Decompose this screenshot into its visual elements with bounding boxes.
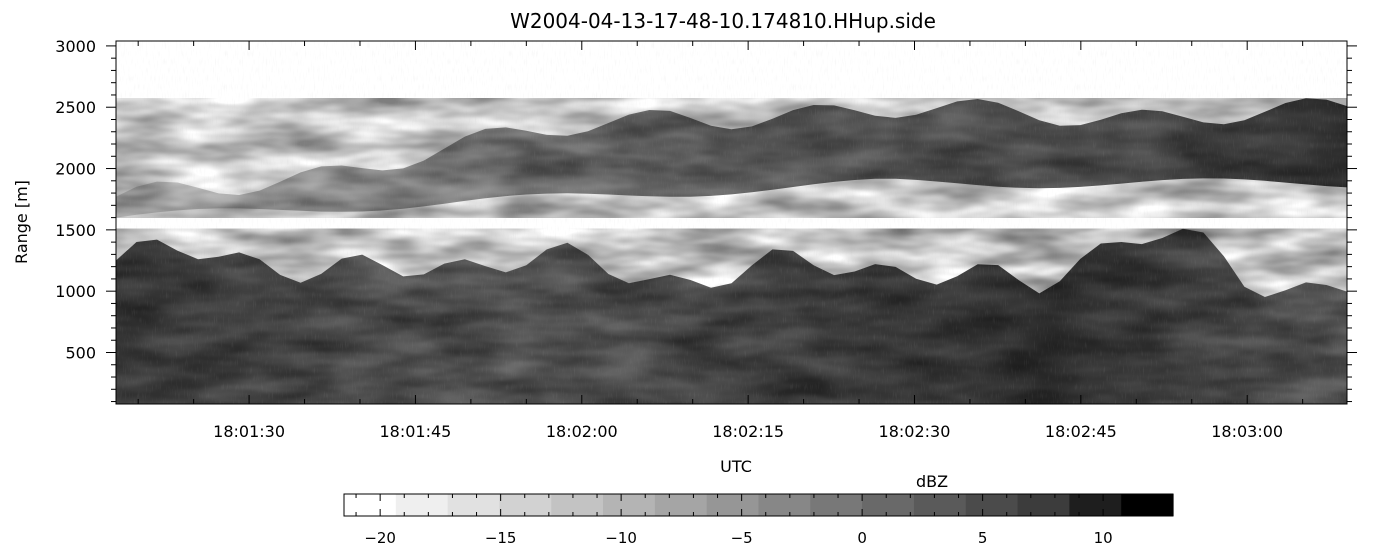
colorbar-bin xyxy=(395,494,449,516)
colorbar-bin xyxy=(603,494,656,516)
colorbar-tick-label: −20 xyxy=(364,529,396,547)
x-tick-label: 18:01:30 xyxy=(213,422,285,441)
colorbar-bin xyxy=(447,494,501,516)
colorbar: −20 −15 −10 −5 0 5 10 xyxy=(343,493,1174,547)
colorbar-bin xyxy=(965,494,1019,516)
x-axis-label: UTC xyxy=(720,457,752,476)
y-tick-label: 1500 xyxy=(55,221,96,240)
colorbar-bin xyxy=(913,494,967,516)
colorbar-bin xyxy=(654,494,708,516)
colorbar-frame xyxy=(343,493,1174,517)
y-tick-label: 2500 xyxy=(55,98,96,117)
plot-area: 18:01:30 18:01:45 18:02:00 18:02:15 18:02:30… xyxy=(55,37,1357,441)
noise-speckle xyxy=(116,41,1347,404)
colorbar-tick-label: 5 xyxy=(978,529,988,547)
y-tick-label: 1000 xyxy=(55,282,96,301)
colorbar-bin xyxy=(499,494,552,516)
x-axis-ticks: 18:01:30 18:01:45 18:02:00 18:02:15 18:02:30… xyxy=(137,41,1304,441)
colorbar-title: dBZ xyxy=(916,472,948,491)
x-tick-label: 18:03:00 xyxy=(1211,422,1283,441)
colorbar-tick-label: 0 xyxy=(857,529,867,547)
colorbar-bin xyxy=(1121,494,1174,516)
colorbar-tick-label: −5 xyxy=(731,529,753,547)
colorbar-bin xyxy=(344,494,397,516)
y-tick-label: 3000 xyxy=(55,37,96,56)
y-axis-label: Range [m] xyxy=(12,180,31,264)
y-tick-label: 2000 xyxy=(55,160,96,179)
colorbar-bin xyxy=(810,494,863,516)
x-tick-label: 18:02:30 xyxy=(879,422,951,441)
y-axis-ticks: 500 1000 1500 2000 2500 3000 xyxy=(55,37,1357,403)
chart-title: W2004-04-13-17-48-10.174810.HHup.side xyxy=(510,9,936,33)
colorbar-bin xyxy=(862,494,915,516)
colorbar-bin xyxy=(1069,494,1122,516)
colorbar-bin xyxy=(1017,494,1070,516)
colorbar-bin xyxy=(758,494,811,516)
x-tick-label: 18:02:45 xyxy=(1045,422,1117,441)
colorbar-tick-label: −10 xyxy=(605,529,637,547)
plot-frame xyxy=(115,40,1348,405)
x-tick-label: 18:02:15 xyxy=(712,422,784,441)
x-tick-label: 18:02:00 xyxy=(546,422,618,441)
colorbar-tick-label: 10 xyxy=(1094,529,1113,547)
y-tick-label: 500 xyxy=(65,343,96,362)
x-tick-label: 18:01:45 xyxy=(380,422,452,441)
colorbar-bin xyxy=(706,494,760,516)
echo-field xyxy=(116,41,1347,404)
colorbar-tick-label: −15 xyxy=(485,529,517,547)
colorbar-bin xyxy=(551,494,604,516)
